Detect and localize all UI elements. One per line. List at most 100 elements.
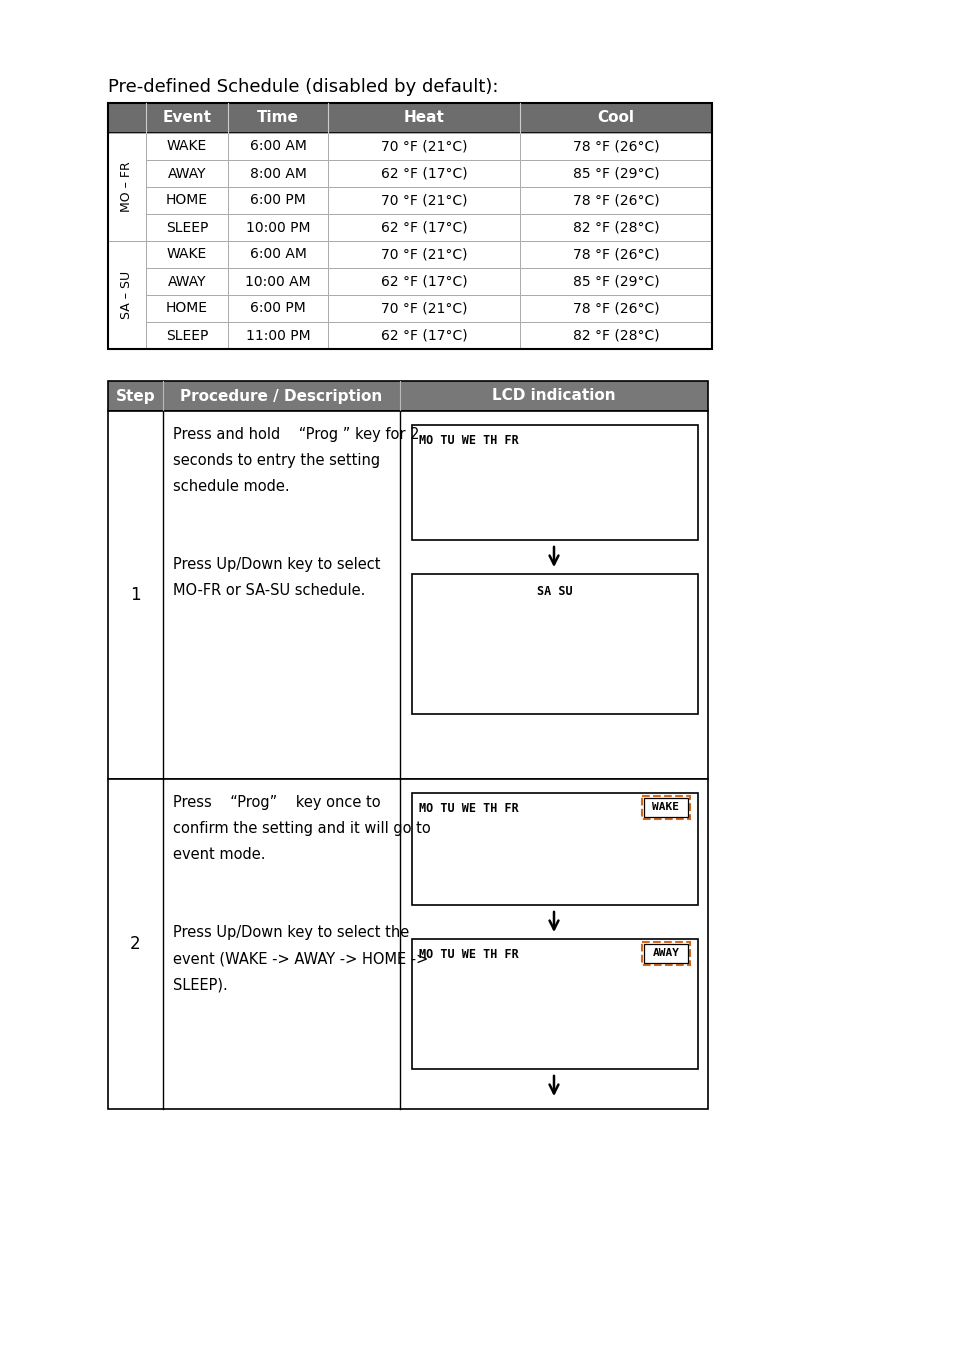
Bar (228, 188, 328, 215)
Text: event mode.: event mode. (172, 846, 265, 863)
Text: 78 °F (26°C): 78 °F (26°C) (572, 139, 659, 154)
Text: 70 °F (21°C): 70 °F (21°C) (380, 301, 467, 316)
Text: Press Up/Down key to select the: Press Up/Down key to select the (172, 925, 409, 940)
Bar (412, 940, 698, 1069)
Text: 10:00 AM: 10:00 AM (245, 274, 311, 289)
Text: AWAY: AWAY (168, 274, 206, 289)
Text: schedule mode.: schedule mode. (172, 479, 290, 494)
Text: Heat: Heat (403, 111, 444, 126)
Bar (641, 796, 689, 819)
Bar (108, 381, 707, 410)
Bar (328, 296, 519, 323)
Bar (146, 188, 228, 215)
Bar (146, 134, 228, 161)
Bar (328, 161, 519, 188)
Text: 1: 1 (130, 586, 141, 603)
Text: Press Up/Down key to select: Press Up/Down key to select (172, 558, 380, 572)
Text: AWAY: AWAY (168, 166, 206, 181)
Bar (412, 574, 698, 714)
Bar (228, 242, 328, 269)
Bar (146, 215, 228, 242)
Bar (146, 242, 228, 269)
Bar (108, 242, 146, 350)
Text: MO – FR: MO – FR (120, 162, 133, 212)
Text: 78 °F (26°C): 78 °F (26°C) (572, 301, 659, 316)
Text: HOME: HOME (166, 193, 208, 208)
Text: Press    “Prog”    key once to: Press “Prog” key once to (172, 795, 380, 810)
Bar (108, 410, 707, 779)
Bar (228, 134, 328, 161)
Text: Press and hold    “Prog ” key for 2: Press and hold “Prog ” key for 2 (172, 427, 419, 441)
Bar (643, 798, 687, 817)
Text: SLEEP: SLEEP (166, 328, 208, 343)
Text: SLEEP).: SLEEP). (172, 977, 228, 992)
Text: 62 °F (17°C): 62 °F (17°C) (380, 328, 467, 343)
Text: Event: Event (162, 111, 212, 126)
Text: 62 °F (17°C): 62 °F (17°C) (380, 274, 467, 289)
Bar (641, 942, 689, 965)
Bar (108, 103, 711, 350)
Text: HOME: HOME (166, 301, 208, 316)
Bar (519, 269, 711, 296)
Text: 85 °F (29°C): 85 °F (29°C) (572, 274, 659, 289)
Bar (519, 296, 711, 323)
Text: 78 °F (26°C): 78 °F (26°C) (572, 193, 659, 208)
Bar (228, 296, 328, 323)
Text: AWAY: AWAY (652, 949, 679, 958)
Text: Step: Step (115, 389, 155, 404)
Text: confirm the setting and it will go to: confirm the setting and it will go to (172, 821, 431, 836)
Bar (228, 269, 328, 296)
Bar (643, 944, 687, 963)
Text: Time: Time (256, 111, 298, 126)
Bar (146, 161, 228, 188)
Bar (519, 323, 711, 350)
Text: 82 °F (28°C): 82 °F (28°C) (572, 220, 659, 235)
Text: WAKE: WAKE (167, 247, 207, 262)
Text: event (WAKE -> AWAY -> HOME ->: event (WAKE -> AWAY -> HOME -> (172, 950, 428, 967)
Bar (519, 242, 711, 269)
Text: 8:00 AM: 8:00 AM (250, 166, 306, 181)
Text: Pre-defined Schedule (disabled by default):: Pre-defined Schedule (disabled by defaul… (108, 78, 498, 96)
Text: MO TU WE TH FR: MO TU WE TH FR (418, 802, 518, 815)
Bar (328, 215, 519, 242)
Bar (328, 323, 519, 350)
Text: 82 °F (28°C): 82 °F (28°C) (572, 328, 659, 343)
Text: Cool: Cool (597, 111, 634, 126)
Bar (108, 779, 707, 1108)
Text: MO TU WE TH FR: MO TU WE TH FR (418, 433, 518, 447)
Text: 85 °F (29°C): 85 °F (29°C) (572, 166, 659, 181)
Text: 62 °F (17°C): 62 °F (17°C) (380, 220, 467, 235)
Text: 6:00 AM: 6:00 AM (250, 139, 306, 154)
Text: 11:00 PM: 11:00 PM (246, 328, 310, 343)
Bar (519, 134, 711, 161)
Text: MO-FR or SA-SU schedule.: MO-FR or SA-SU schedule. (172, 583, 365, 598)
Text: seconds to entry the setting: seconds to entry the setting (172, 454, 379, 468)
Text: 10:00 PM: 10:00 PM (246, 220, 310, 235)
Bar (228, 323, 328, 350)
Text: SLEEP: SLEEP (166, 220, 208, 235)
Bar (146, 269, 228, 296)
Bar (412, 792, 698, 904)
Text: 6:00 AM: 6:00 AM (250, 247, 306, 262)
Bar (328, 269, 519, 296)
Bar (108, 103, 711, 134)
Bar (228, 215, 328, 242)
Text: MO TU WE TH FR: MO TU WE TH FR (418, 948, 518, 961)
Bar (519, 215, 711, 242)
Bar (412, 425, 698, 540)
Bar (519, 188, 711, 215)
Text: 70 °F (21°C): 70 °F (21°C) (380, 193, 467, 208)
Text: 6:00 PM: 6:00 PM (250, 301, 306, 316)
Text: 6:00 PM: 6:00 PM (250, 193, 306, 208)
Text: SA – SU: SA – SU (120, 271, 133, 319)
Bar (328, 188, 519, 215)
Text: Procedure / Description: Procedure / Description (180, 389, 382, 404)
Text: LCD indication: LCD indication (492, 389, 616, 404)
Text: 70 °F (21°C): 70 °F (21°C) (380, 247, 467, 262)
Bar (108, 134, 146, 242)
Text: WAKE: WAKE (652, 802, 679, 813)
Text: 70 °F (21°C): 70 °F (21°C) (380, 139, 467, 154)
Bar (519, 161, 711, 188)
Bar (228, 161, 328, 188)
Bar (146, 323, 228, 350)
